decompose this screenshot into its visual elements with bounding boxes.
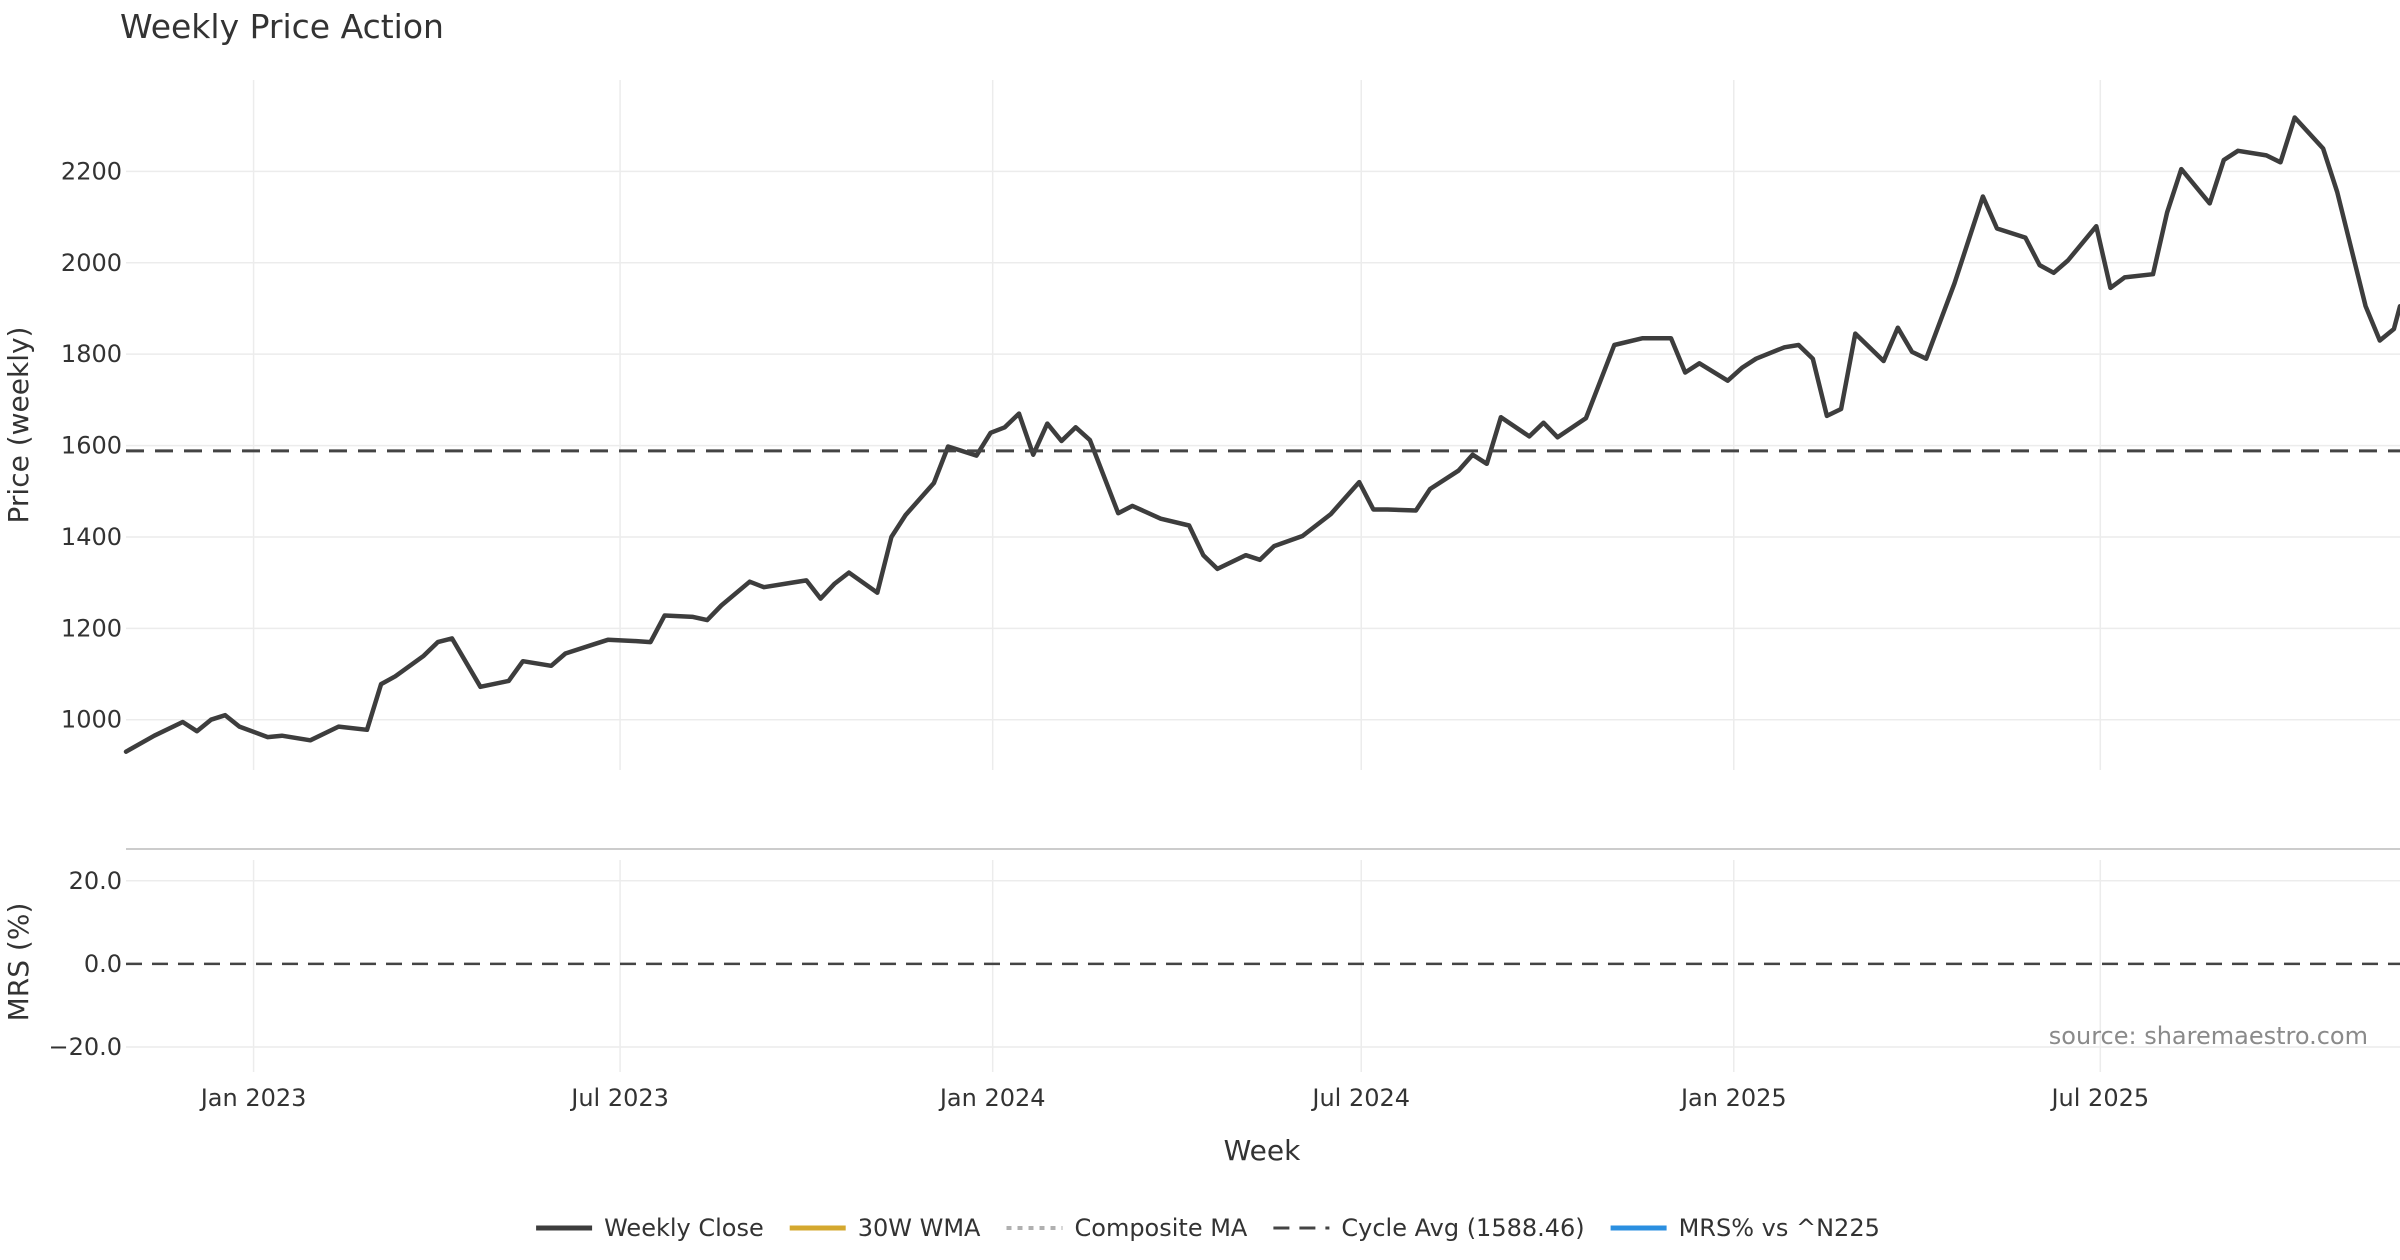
mrs-y-axis-title: MRS (%) bbox=[2, 903, 35, 1022]
legend-item-cycle: Cycle Avg (1588.46) bbox=[1273, 1214, 1585, 1242]
x-tick-label: Jan 2023 bbox=[199, 1084, 307, 1112]
mrs-grid bbox=[126, 860, 2400, 1072]
chart-title: Weekly Price Action bbox=[120, 7, 444, 46]
series-close-line bbox=[123, 115, 2400, 754]
legend-item-composite: Composite MA bbox=[1006, 1214, 1248, 1242]
legend-label: Cycle Avg (1588.46) bbox=[1341, 1214, 1584, 1242]
price-y-tick-label: 1000 bbox=[61, 706, 122, 734]
legend-item-close: Weekly Close bbox=[536, 1214, 764, 1242]
price-y-tick-label: 1200 bbox=[61, 614, 122, 642]
legend-label: Weekly Close bbox=[604, 1214, 764, 1242]
price-y-axis-title: Price (weekly) bbox=[2, 327, 35, 524]
price-y-tick-label: 2200 bbox=[61, 157, 122, 185]
legend-label: Composite MA bbox=[1075, 1214, 1248, 1242]
legend-label: MRS% vs ^N225 bbox=[1679, 1214, 1880, 1242]
mrs-y-tick-label: −20.0 bbox=[48, 1033, 122, 1061]
legend-item-wma: 30W WMA bbox=[789, 1214, 981, 1242]
price-panel: 1000 1200 1400 1600 1800 2000 2200 Price (week… bbox=[2, 80, 2400, 770]
legend: Weekly Close 30W WMA Composite MA Cycle Avg… bbox=[536, 1214, 1880, 1242]
price-y-tick-label: 1800 bbox=[61, 340, 122, 368]
price-y-tick-label: 2000 bbox=[61, 249, 122, 277]
x-axis-title: Week bbox=[1224, 1134, 1301, 1167]
legend-item-mrs: MRS% vs ^N225 bbox=[1610, 1214, 1880, 1242]
source-label: source: sharemaestro.com bbox=[2049, 1022, 2368, 1050]
x-tick-label: Jul 2023 bbox=[569, 1084, 669, 1112]
mrs-y-tick-label: 20.0 bbox=[69, 867, 122, 895]
x-tick-label: Jul 2024 bbox=[1310, 1084, 1410, 1112]
price-y-tick-label: 1400 bbox=[61, 523, 122, 551]
price-lines bbox=[123, 115, 2400, 754]
x-tick-label: Jan 2024 bbox=[938, 1084, 1046, 1112]
legend-label: 30W WMA bbox=[858, 1214, 981, 1242]
x-tick-label: Jul 2025 bbox=[2049, 1084, 2149, 1112]
price-grid bbox=[126, 80, 2400, 770]
mrs-y-ticks: 20.0 0.0 −20.0 bbox=[48, 867, 122, 1061]
mrs-y-tick-label: 0.0 bbox=[84, 950, 122, 978]
mrs-panel: 20.0 0.0 −20.0 MRS (%) source: sharemaestr… bbox=[2, 848, 2400, 1072]
price-y-ticks: 1000 1200 1400 1600 1800 2000 2200 bbox=[61, 157, 122, 733]
x-axis-ticks: Jan 2023 Jul 2023 Jan 2024 Jul 2024 Jan 2025… bbox=[199, 1084, 2149, 1112]
price-y-tick-label: 1600 bbox=[61, 432, 122, 460]
x-tick-label: Jan 2025 bbox=[1679, 1084, 1787, 1112]
